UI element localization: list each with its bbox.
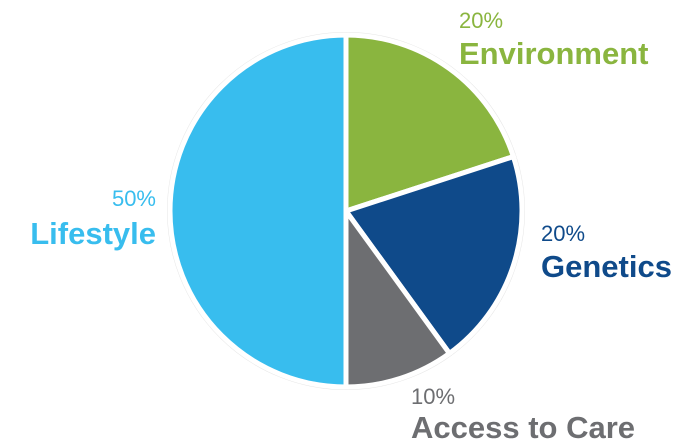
slice-value-label-access-to-care: 10% — [411, 384, 455, 409]
slice-value-label-lifestyle: 50% — [112, 186, 156, 211]
slice-value-label-environment: 20% — [459, 8, 503, 33]
slice-label-lifestyle: Lifestyle — [30, 216, 156, 251]
slice-label-access-to-care: Access to Care — [411, 410, 635, 442]
pie-slice-lifestyle — [167, 32, 349, 390]
pie-slice-access-to-care — [343, 203, 453, 390]
pie-slice-genetics — [341, 153, 525, 357]
slice-value-label-genetics: 20% — [541, 221, 585, 246]
pie-slice-environment — [343, 32, 517, 215]
pie-slices — [167, 32, 525, 390]
slice-label-environment: Environment — [459, 36, 648, 71]
slice-label-genetics: Genetics — [541, 249, 672, 284]
